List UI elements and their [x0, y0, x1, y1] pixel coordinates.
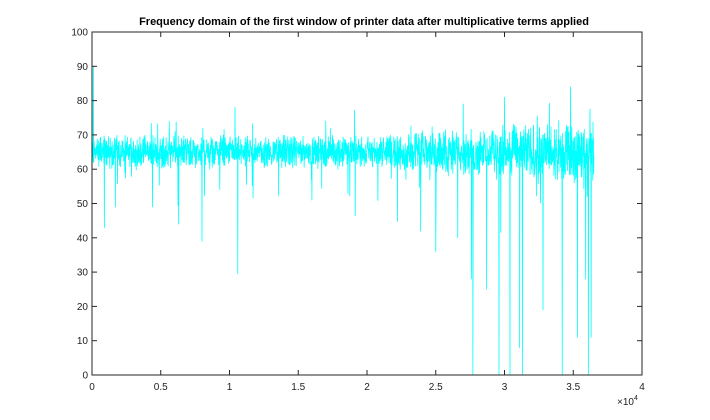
- y-tick-label: 50: [77, 199, 89, 210]
- series-line-0: [92, 65, 595, 375]
- x-tick-label: 0: [89, 382, 95, 393]
- y-tick-label: 10: [77, 336, 89, 347]
- y-tick-label: 30: [77, 268, 89, 279]
- x-exponent-power: 4: [634, 395, 638, 402]
- x-tick-label: 3.5: [566, 382, 580, 393]
- y-tick-label: 40: [77, 233, 89, 244]
- y-tick-label: 90: [77, 62, 89, 73]
- x-tick-label: 0.5: [154, 382, 168, 393]
- x-tick-label: 3: [502, 382, 508, 393]
- y-tick-label: 80: [77, 96, 89, 107]
- x-tick-label: 1.5: [291, 382, 305, 393]
- x-tick-label: 2: [364, 382, 370, 393]
- x-axis-exponent-label: ×104: [617, 395, 638, 408]
- x-exponent-base: ×10: [617, 397, 634, 408]
- x-tick-label: 2.5: [429, 382, 443, 393]
- series-layer: [92, 65, 595, 375]
- y-tick-label: 100: [71, 28, 88, 39]
- x-tick-label: 4: [639, 382, 645, 393]
- y-tick-label: 0: [82, 371, 88, 382]
- y-tick-label: 70: [77, 130, 89, 141]
- y-tick-label: 60: [77, 165, 89, 176]
- x-tick-label: 1: [227, 382, 233, 393]
- chart-title: Frequency domain of the first window of …: [139, 16, 589, 28]
- y-tick-label: 20: [77, 302, 89, 313]
